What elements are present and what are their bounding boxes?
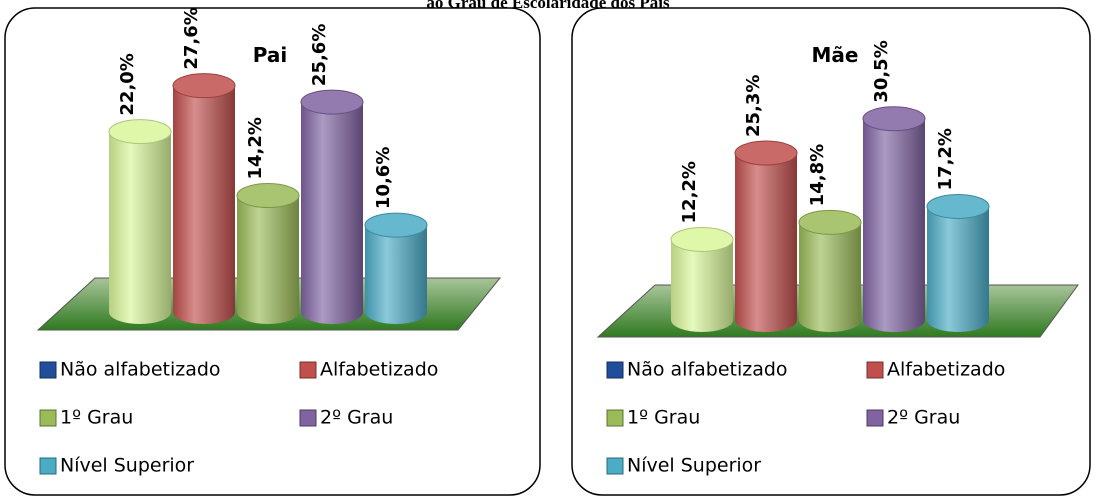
- legend-label: 2º Grau: [887, 407, 960, 429]
- bar-top: [734, 140, 798, 166]
- legend-swatch: [606, 409, 624, 427]
- bar-top: [364, 212, 428, 238]
- cylinder: [798, 209, 862, 332]
- cylinder: [734, 140, 798, 332]
- bar-bottom: [671, 308, 733, 332]
- data-label: 12,2%: [679, 161, 700, 223]
- bar: [301, 102, 363, 312]
- data-label: 17,2%: [935, 128, 956, 190]
- legend-label: Alfabetizado: [887, 359, 1005, 381]
- bar: [735, 153, 797, 320]
- legend-label: Alfabetizado: [320, 359, 438, 381]
- bar: [863, 118, 925, 320]
- bar: [927, 206, 989, 320]
- bar-bottom: [735, 308, 797, 332]
- bar-bottom: [365, 300, 427, 324]
- bar-bottom: [237, 300, 299, 324]
- cylinder: [300, 89, 364, 324]
- legend-label: 2º Grau: [320, 407, 393, 429]
- legend-swatch: [866, 409, 884, 427]
- cylinder: [172, 73, 236, 324]
- legend-swatch: [39, 409, 57, 427]
- bar-top: [862, 106, 926, 132]
- legend-label: Nível Superior: [60, 455, 194, 477]
- legend-label: Nível Superior: [627, 455, 761, 477]
- bar-top: [670, 226, 734, 252]
- legend-label: 1º Grau: [627, 407, 700, 429]
- legend-swatch: [299, 409, 317, 427]
- data-label: 14,8%: [807, 144, 828, 206]
- bar-top: [926, 193, 990, 219]
- cylinder: [862, 106, 926, 332]
- chart-title: Pai: [253, 43, 287, 67]
- bar-bottom: [799, 308, 861, 332]
- bar-bottom: [863, 308, 925, 332]
- data-label: 25,6%: [309, 24, 330, 86]
- legend-label: Não alfabetizado: [627, 359, 788, 381]
- legend-swatch: [606, 361, 624, 379]
- cylinder: [926, 193, 990, 332]
- data-label: 14,2%: [245, 117, 266, 179]
- cylinder: [108, 119, 172, 324]
- data-label: 10,6%: [373, 147, 394, 209]
- legend-swatch: [866, 361, 884, 379]
- bar: [365, 225, 427, 312]
- bar-bottom: [927, 308, 989, 332]
- bar-top: [300, 89, 364, 115]
- bar-top: [172, 73, 236, 99]
- bar-top: [236, 183, 300, 209]
- bar-bottom: [109, 300, 171, 324]
- bar-top: [108, 119, 172, 145]
- cylinder: [236, 183, 300, 324]
- data-label: 22,0%: [117, 53, 138, 115]
- cylinder: [670, 226, 734, 332]
- legend-swatch: [606, 457, 624, 475]
- data-label: 27,6%: [181, 7, 202, 69]
- legend-label: Não alfabetizado: [60, 359, 221, 381]
- bar: [671, 239, 733, 320]
- bar: [173, 85, 235, 313]
- chart-title: Mãe: [812, 43, 859, 67]
- bar: [109, 131, 171, 312]
- bar: [799, 222, 861, 320]
- legend-swatch: [39, 457, 57, 475]
- legend-swatch: [39, 361, 57, 379]
- bar: [237, 195, 299, 312]
- bar-bottom: [301, 300, 363, 324]
- cylinder: [364, 212, 428, 324]
- bar-top: [798, 209, 862, 235]
- legend-label: 1º Grau: [60, 407, 133, 429]
- bar-bottom: [173, 300, 235, 324]
- data-label: 30,5%: [871, 40, 892, 102]
- data-label: 25,3%: [743, 75, 764, 137]
- legend-swatch: [299, 361, 317, 379]
